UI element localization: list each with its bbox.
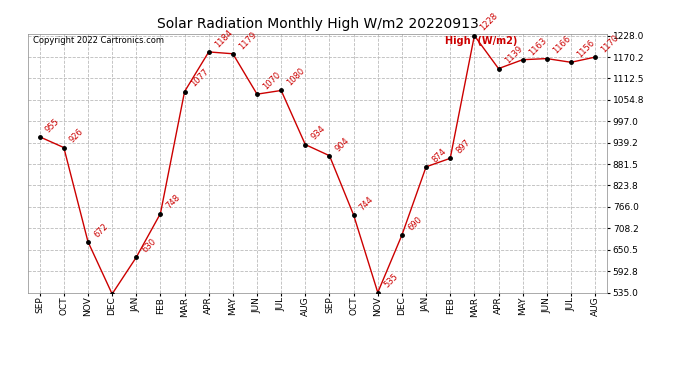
Text: 1179: 1179 bbox=[237, 30, 258, 51]
Text: 1077: 1077 bbox=[189, 68, 210, 89]
Text: 955: 955 bbox=[44, 117, 61, 134]
Text: 934: 934 bbox=[310, 124, 327, 142]
Text: 1166: 1166 bbox=[551, 34, 573, 56]
Text: 1156: 1156 bbox=[575, 38, 596, 60]
Text: 748: 748 bbox=[165, 193, 182, 211]
Text: High  (W/m2): High (W/m2) bbox=[445, 36, 518, 46]
Text: 1163: 1163 bbox=[527, 36, 549, 57]
Text: 1184: 1184 bbox=[213, 28, 234, 49]
Text: 535: 535 bbox=[382, 272, 400, 290]
Text: 1139: 1139 bbox=[503, 45, 524, 66]
Text: 690: 690 bbox=[406, 214, 424, 232]
Title: Solar Radiation Monthly High W/m2 20220913: Solar Radiation Monthly High W/m2 202209… bbox=[157, 17, 478, 31]
Text: 744: 744 bbox=[358, 195, 375, 212]
Text: 672: 672 bbox=[92, 221, 110, 239]
Text: 904: 904 bbox=[334, 135, 351, 153]
Text: 630: 630 bbox=[141, 237, 158, 255]
Text: 926: 926 bbox=[68, 127, 86, 145]
Text: 531: 531 bbox=[0, 374, 1, 375]
Text: 1070: 1070 bbox=[262, 70, 282, 92]
Text: 1080: 1080 bbox=[286, 66, 306, 88]
Text: 1170: 1170 bbox=[600, 33, 620, 54]
Text: 897: 897 bbox=[455, 138, 472, 156]
Text: 874: 874 bbox=[431, 146, 448, 164]
Text: Copyright 2022 Cartronics.com: Copyright 2022 Cartronics.com bbox=[33, 36, 164, 45]
Text: 1228: 1228 bbox=[479, 12, 500, 33]
